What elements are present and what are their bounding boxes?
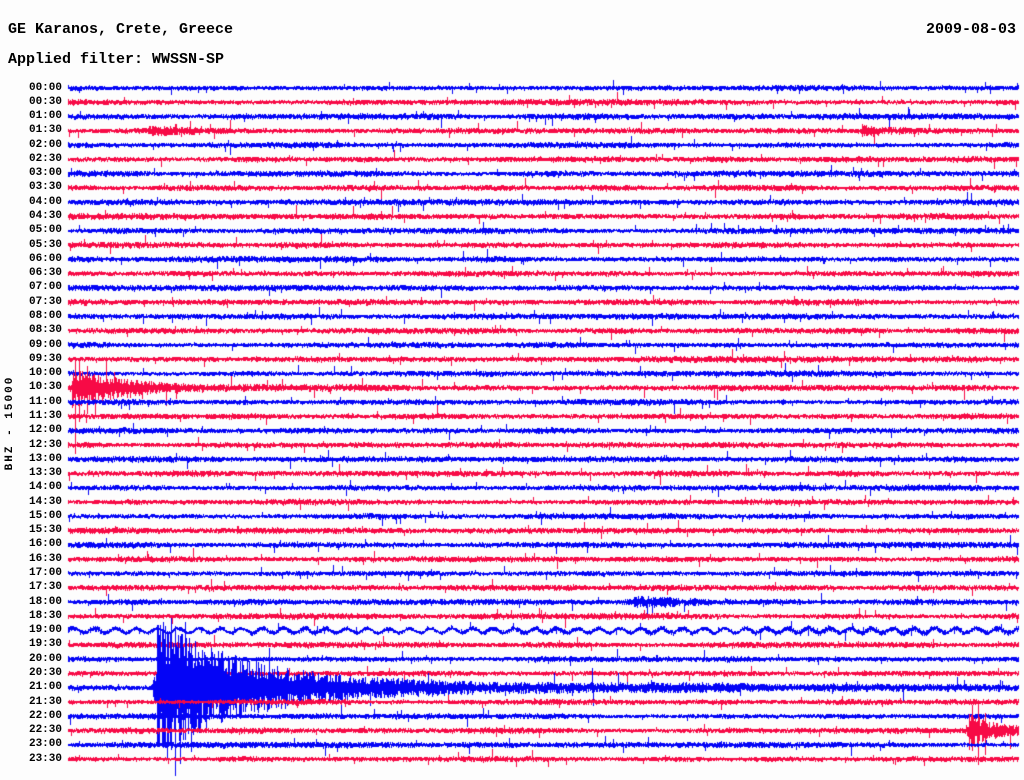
row-time-label: 23:30 bbox=[28, 752, 62, 765]
row-time-label: 20:30 bbox=[28, 666, 62, 679]
row-time-label: 14:00 bbox=[28, 481, 62, 494]
row-time-label: 15:30 bbox=[28, 524, 62, 537]
row-time-label: 19:30 bbox=[28, 638, 62, 651]
row-time-label: 10:30 bbox=[28, 381, 62, 394]
row-time-label: 10:00 bbox=[28, 367, 62, 380]
row-time-label: 06:30 bbox=[28, 267, 62, 280]
row-time-label: 22:30 bbox=[28, 724, 62, 737]
row-time-label: 19:00 bbox=[28, 624, 62, 637]
row-time-label: 03:00 bbox=[28, 167, 62, 180]
row-time-label: 12:00 bbox=[28, 424, 62, 437]
row-time-label: 01:00 bbox=[28, 110, 62, 123]
row-time-label: 04:00 bbox=[28, 195, 62, 208]
row-time-label: 13:00 bbox=[28, 452, 62, 465]
row-time-label: 01:30 bbox=[28, 124, 62, 137]
row-time-label: 11:00 bbox=[28, 395, 62, 408]
row-time-label: 07:30 bbox=[28, 295, 62, 308]
row-time-label: 16:00 bbox=[28, 538, 62, 551]
row-time-label: 02:30 bbox=[28, 152, 62, 165]
row-time-label: 00:30 bbox=[28, 95, 62, 108]
row-time-label: 22:00 bbox=[28, 709, 62, 722]
row-time-label: 16:30 bbox=[28, 552, 62, 565]
row-time-label: 13:30 bbox=[28, 467, 62, 480]
row-time-label: 12:30 bbox=[28, 438, 62, 451]
row-time-label: 09:30 bbox=[28, 352, 62, 365]
row-time-label: 21:30 bbox=[28, 695, 62, 708]
row-time-label: 18:30 bbox=[28, 609, 62, 622]
row-time-label: 03:30 bbox=[28, 181, 62, 194]
row-time-label: 08:30 bbox=[28, 324, 62, 337]
row-time-label: 07:00 bbox=[28, 281, 62, 294]
row-time-label: 20:00 bbox=[28, 652, 62, 665]
row-time-label: 11:30 bbox=[28, 409, 62, 422]
row-time-label: 23:00 bbox=[28, 738, 62, 751]
row-time-label: 18:00 bbox=[28, 595, 62, 608]
row-time-label: 09:00 bbox=[28, 338, 62, 351]
row-time-label: 17:00 bbox=[28, 567, 62, 580]
row-time-label: 17:30 bbox=[28, 581, 62, 594]
row-time-label: 21:00 bbox=[28, 681, 62, 694]
row-time-label: 00:00 bbox=[28, 81, 62, 94]
row-time-label: 15:00 bbox=[28, 509, 62, 522]
row-time-label: 04:30 bbox=[28, 210, 62, 223]
row-time-label: 14:30 bbox=[28, 495, 62, 508]
row-time-label: 02:00 bbox=[28, 138, 62, 151]
row-time-label: 06:00 bbox=[28, 252, 62, 265]
row-time-label: 05:30 bbox=[28, 238, 62, 251]
row-time-label: 08:00 bbox=[28, 309, 62, 322]
row-time-label: 05:00 bbox=[28, 224, 62, 237]
